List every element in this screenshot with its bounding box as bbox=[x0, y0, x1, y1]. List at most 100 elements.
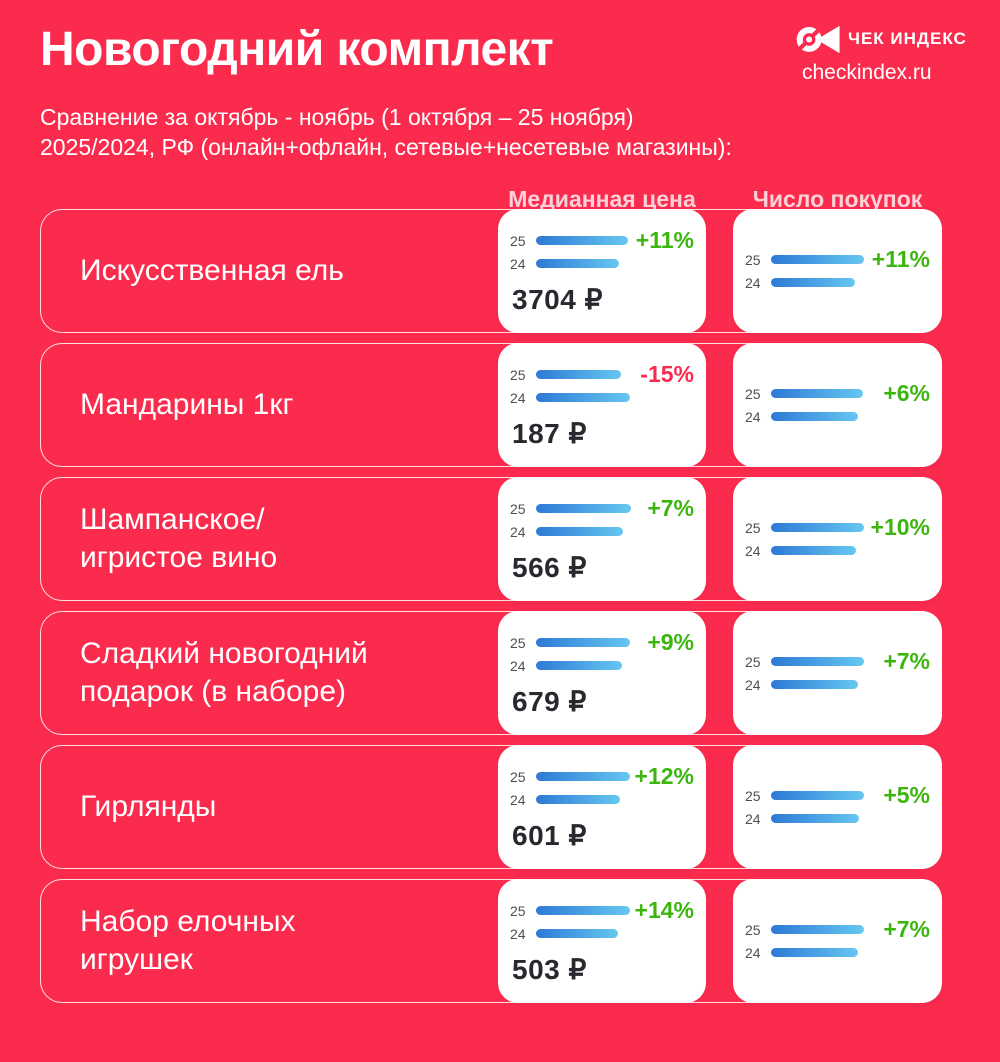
price-bar-2024 bbox=[536, 795, 620, 804]
column-header-purchases: Число покупок bbox=[752, 186, 923, 212]
median-price-value: 503 ₽ bbox=[512, 954, 587, 985]
median-price-card: 25 +7% 24 566 ₽ bbox=[498, 477, 706, 601]
year-label-2024: 24 bbox=[745, 542, 761, 559]
logo-site-url[interactable]: checkindex.ru bbox=[802, 61, 932, 84]
column-header-median-price: Медианная цена bbox=[508, 186, 696, 212]
median-price-value: 601 ₽ bbox=[512, 820, 587, 851]
year-label-2024: 24 bbox=[745, 944, 761, 961]
purchases-bar-2024 bbox=[771, 278, 855, 287]
price-change-percent: +11% bbox=[635, 227, 694, 253]
median-price-card: 25 +12% 24 601 ₽ bbox=[498, 745, 706, 869]
year-label-2025: 25 bbox=[745, 251, 761, 268]
year-label-2025: 25 bbox=[745, 921, 761, 938]
purchases-change-percent: +5% bbox=[883, 782, 930, 808]
year-label-2024: 24 bbox=[745, 408, 761, 425]
product-name: Шампанское/игристое вино bbox=[80, 503, 278, 574]
product-row: Сладкий новогодний подарок (в наборе) 25 … bbox=[40, 611, 942, 735]
median-price-card: 25 +9% 24 679 ₽ bbox=[498, 611, 706, 735]
median-price-value: 566 ₽ bbox=[512, 552, 587, 583]
purchases-bar-2024 bbox=[771, 948, 858, 957]
year-label-2025: 25 bbox=[745, 653, 761, 670]
price-bar-2024 bbox=[536, 259, 619, 268]
price-bar-2024 bbox=[536, 393, 630, 402]
page-title: Новогодний комплект bbox=[40, 23, 554, 76]
year-label-2024: 24 bbox=[510, 523, 526, 540]
year-label-2024: 24 bbox=[510, 389, 526, 406]
year-label-2025: 25 bbox=[510, 768, 526, 785]
price-bar-2025 bbox=[536, 504, 631, 513]
purchases-card: 25 +7% 24 bbox=[733, 879, 942, 1003]
price-bar-2025 bbox=[536, 370, 621, 379]
purchases-change-percent: +7% bbox=[883, 916, 930, 942]
purchases-change-percent: +11% bbox=[871, 246, 930, 272]
year-label-2024: 24 bbox=[510, 925, 526, 942]
price-change-percent: +14% bbox=[634, 897, 694, 923]
purchases-bar-2025 bbox=[771, 523, 864, 532]
median-price-card: 25 +14% 24 503 ₽ bbox=[498, 879, 706, 1003]
price-bar-2024 bbox=[536, 929, 618, 938]
purchases-card: 25 +11% 24 bbox=[733, 209, 942, 333]
product-name: Сладкий новогодний подарок (в наборе) bbox=[80, 637, 368, 708]
year-label-2025: 25 bbox=[745, 787, 761, 804]
year-label-2024: 24 bbox=[510, 791, 526, 808]
subtitle: Сравнение за октябрь - ноябрь (1 октября… bbox=[40, 102, 732, 162]
purchases-change-percent: +7% bbox=[883, 648, 930, 674]
year-label-2024: 24 bbox=[510, 657, 526, 674]
price-bar-2025 bbox=[536, 638, 630, 647]
product-name: Набор елочных игрушек bbox=[80, 905, 296, 976]
purchases-card: 25 +7% 24 bbox=[733, 611, 942, 735]
logo-brand-text: ЧЕК ИНДЕКС bbox=[848, 29, 967, 48]
product-row: Гирлянды 25 +12% 24 601 ₽ 25 +5% 24 bbox=[40, 745, 942, 869]
purchases-bar-2025 bbox=[771, 657, 864, 666]
price-bar-2024 bbox=[536, 661, 622, 670]
price-bar-2025 bbox=[536, 236, 628, 245]
year-label-2025: 25 bbox=[745, 385, 761, 402]
year-label-2024: 24 bbox=[745, 676, 761, 693]
year-label-2025: 25 bbox=[510, 634, 526, 651]
checkindex-logo: ЧЕК ИНДЕКС checkindex.ru bbox=[796, 24, 966, 85]
subtitle-line-2: 2025/2024, РФ (онлайн+офлайн, сетевые+не… bbox=[40, 134, 732, 160]
purchases-card: 25 +6% 24 bbox=[733, 343, 942, 467]
purchases-card: 25 +10% 24 bbox=[733, 477, 942, 601]
purchases-bar-2024 bbox=[771, 546, 856, 555]
purchases-bar-2024 bbox=[771, 814, 859, 823]
year-label-2025: 25 bbox=[510, 366, 526, 383]
price-bar-2025 bbox=[536, 906, 630, 915]
purchases-bar-2025 bbox=[771, 255, 864, 264]
year-label-2024: 24 bbox=[510, 255, 526, 272]
purchases-bar-2024 bbox=[771, 680, 858, 689]
product-row: Мандарины 1кг 25 -15% 24 187 ₽ 25 +6% 24 bbox=[40, 343, 942, 467]
subtitle-line-1: Сравнение за октябрь - ноябрь (1 октября… bbox=[40, 104, 634, 130]
product-row: Шампанское/игристое вино 25 +7% 24 566 ₽… bbox=[40, 477, 942, 601]
purchases-card: 25 +5% 24 bbox=[733, 745, 942, 869]
year-label-2025: 25 bbox=[510, 232, 526, 249]
product-name: Гирлянды bbox=[80, 790, 217, 823]
purchases-bar-2024 bbox=[771, 412, 858, 421]
price-bar-2024 bbox=[536, 527, 623, 536]
price-bar-2025 bbox=[536, 772, 630, 781]
product-row: Искусственная ель 25 +11% 24 3704 ₽ 25 +… bbox=[40, 209, 942, 333]
product-row: Набор елочных игрушек 25 +14% 24 503 ₽ 25… bbox=[40, 879, 942, 1003]
year-label-2025: 25 bbox=[510, 902, 526, 919]
checkindex-logo-icon bbox=[796, 25, 840, 54]
price-change-percent: +12% bbox=[634, 763, 694, 789]
purchases-bar-2025 bbox=[771, 389, 863, 398]
year-label-2024: 24 bbox=[745, 810, 761, 827]
purchases-bar-2025 bbox=[771, 791, 864, 800]
purchases-change-percent: +10% bbox=[870, 514, 930, 540]
product-name: Искусственная ель bbox=[80, 254, 344, 287]
purchases-bar-2025 bbox=[771, 925, 864, 934]
year-label-2025: 25 bbox=[745, 519, 761, 536]
product-name: Мандарины 1кг bbox=[80, 388, 294, 421]
median-price-card: 25 +11% 24 3704 ₽ bbox=[498, 209, 706, 333]
price-change-percent: +9% bbox=[647, 629, 694, 655]
product-rows: Искусственная ель 25 +11% 24 3704 ₽ 25 +… bbox=[40, 209, 942, 1013]
median-price-value: 187 ₽ bbox=[512, 418, 587, 449]
year-label-2025: 25 bbox=[510, 500, 526, 517]
median-price-card: 25 -15% 24 187 ₽ bbox=[498, 343, 706, 467]
median-price-value: 679 ₽ bbox=[512, 686, 587, 717]
year-label-2024: 24 bbox=[745, 274, 761, 291]
price-change-percent: -15% bbox=[640, 361, 694, 387]
median-price-value: 3704 ₽ bbox=[512, 284, 603, 315]
